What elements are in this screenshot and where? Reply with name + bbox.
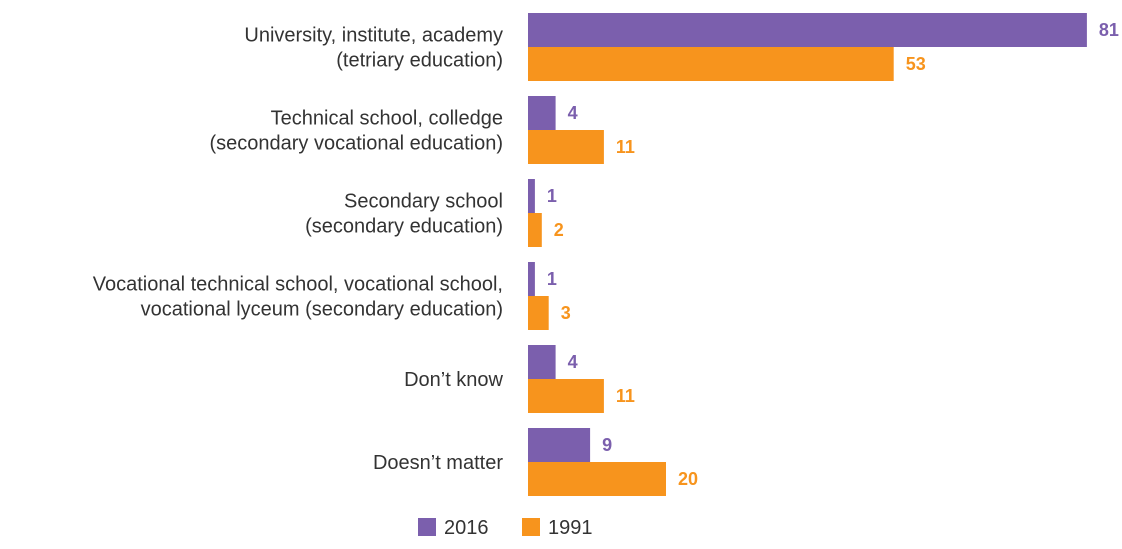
- value-label-2016: 1: [547, 186, 557, 206]
- legend: 2016 1991: [418, 517, 593, 539]
- category-label: Don’t know: [404, 369, 503, 391]
- bar-2016: [528, 345, 556, 379]
- bar-2016: [528, 96, 556, 130]
- category-label-line: Vocational technical school, vocational …: [93, 274, 503, 296]
- category-label: Vocational technical school, vocational …: [93, 274, 503, 321]
- value-label-1991: 2: [554, 220, 564, 240]
- bar-1991: [528, 379, 604, 413]
- value-label-1991: 20: [678, 469, 698, 489]
- category-label: Technical school, colledge (secondary voc…: [209, 108, 503, 155]
- category-label: Secondary school (secondary education): [305, 191, 503, 238]
- category-label-line: (tetriary education): [336, 50, 503, 72]
- value-label-2016: 81: [1099, 20, 1119, 40]
- value-label-1991: 3: [561, 303, 571, 323]
- bar-2016: [528, 13, 1087, 47]
- category-label-line: Don’t know: [404, 369, 503, 391]
- legend-label-1991: 1991: [548, 517, 593, 539]
- value-label-2016: 9: [602, 435, 612, 455]
- category-label-line: Secondary school: [344, 191, 503, 213]
- category-label-line: (secondary education): [305, 216, 503, 238]
- bar-1991: [528, 130, 604, 164]
- legend-swatch-1991: [522, 518, 540, 536]
- legend-label-2016: 2016: [444, 517, 489, 539]
- value-label-2016: 1: [547, 269, 557, 289]
- value-label-2016: 4: [568, 352, 578, 372]
- category-label-line: Doesn’t matter: [373, 452, 503, 474]
- value-label-1991: 11: [616, 386, 635, 406]
- category-label-line: University, institute, academy: [244, 25, 503, 47]
- value-label-1991: 53: [906, 54, 926, 74]
- bar-2016: [528, 179, 535, 213]
- category-label-line: vocational lyceum (secondary education): [141, 299, 503, 321]
- bars: [528, 13, 1087, 496]
- bar-1991: [528, 296, 549, 330]
- value-label-2016: 4: [568, 103, 578, 123]
- category-label-line: Technical school, colledge: [271, 108, 503, 130]
- bar-2016: [528, 428, 591, 462]
- bar-1991: [528, 47, 894, 81]
- bar-2016: [528, 262, 535, 296]
- category-labels: University, institute, academy (tetriary …: [93, 25, 504, 475]
- category-label: University, institute, academy (tetriary …: [244, 25, 503, 72]
- value-label-1991: 11: [616, 137, 635, 157]
- bar-1991: [528, 213, 542, 247]
- category-label: Doesn’t matter: [373, 452, 503, 474]
- legend-swatch-2016: [418, 518, 436, 536]
- bar-1991: [528, 462, 666, 496]
- category-label-line: (secondary vocational education): [209, 133, 503, 155]
